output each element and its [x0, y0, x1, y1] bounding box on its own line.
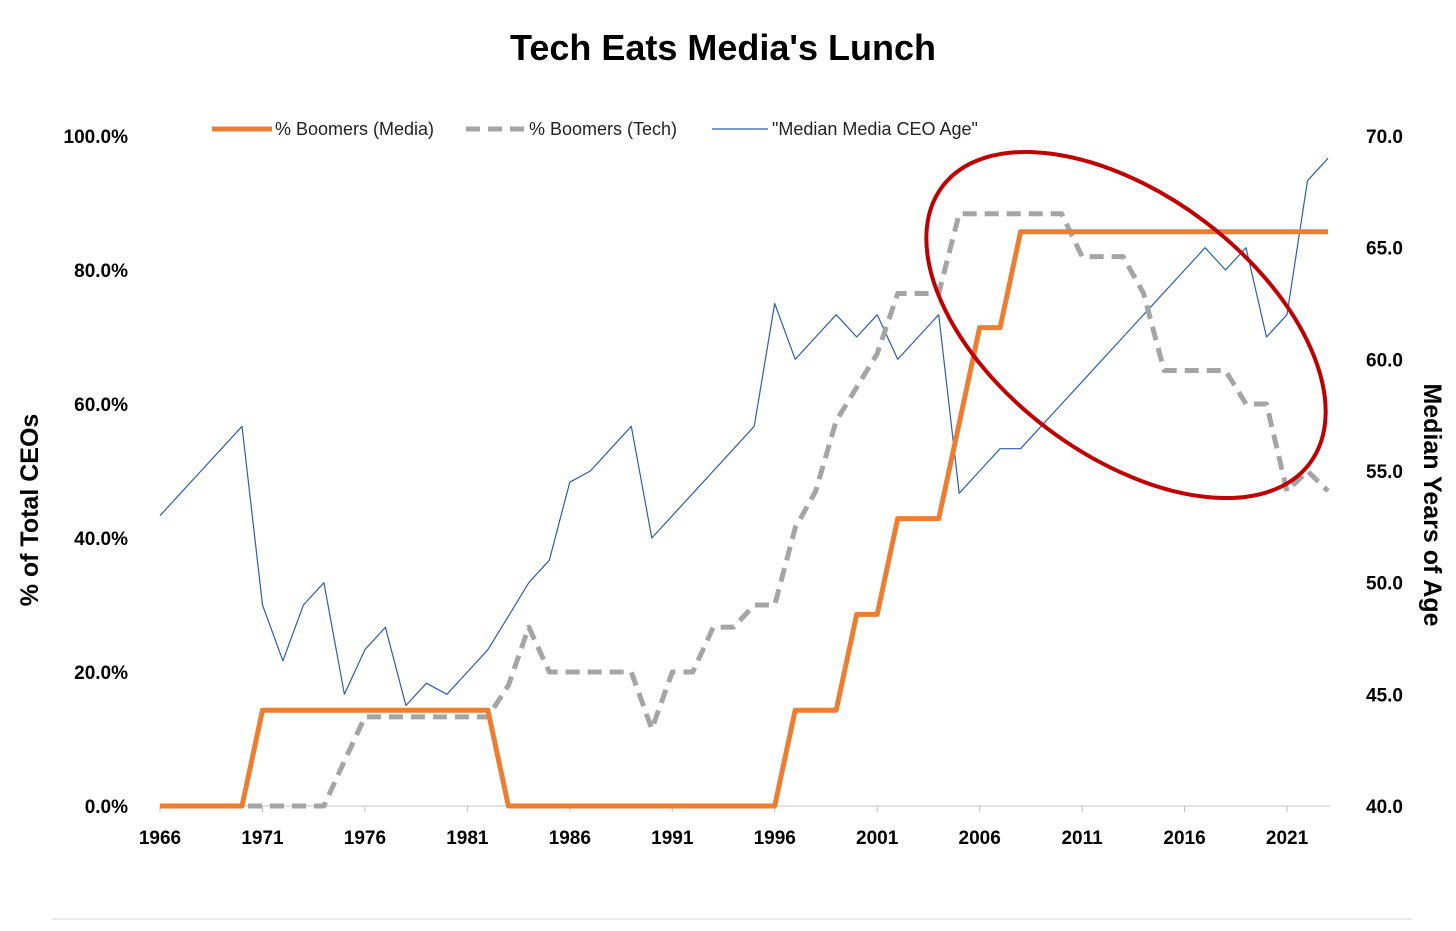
y-right-axis-ticks: 40.0 45.0 50.0 55.0 60.0 65.0 70.0	[1366, 127, 1403, 818]
highlight-ellipse	[924, 149, 1328, 501]
legend-label-age: "Median Media CEO Age"	[772, 119, 978, 139]
legend-label-tech: % Boomers (Tech)	[529, 119, 677, 139]
x-tick-label: 1971	[241, 828, 284, 849]
y-right-tick-label: 65.0	[1366, 239, 1403, 260]
x-tick-label: 2006	[959, 828, 1001, 849]
y-right-tick-label: 40.0	[1366, 797, 1403, 818]
series-line-1	[160, 211, 1330, 809]
y-left-axis-ticks: 0.0% 20.0% 40.0% 60.0% 80.0% 100.0%	[64, 127, 129, 818]
x-axis-ticks: 1966 1971 1976 1981 1986 1991 1996 2001 2006 2011…	[139, 806, 1309, 849]
y-left-tick-label: 40.0%	[74, 529, 128, 550]
x-tick-label: 1986	[549, 828, 591, 849]
x-tick-label: 2016	[1163, 828, 1205, 849]
legend-item-media: % Boomers (Media)	[212, 119, 434, 139]
y-left-tick-label: 100.0%	[64, 127, 129, 148]
x-tick-label: 1981	[446, 828, 489, 849]
x-tick-label: 2021	[1266, 828, 1309, 849]
x-tick-label: 1996	[754, 828, 796, 849]
series-group	[159, 157, 1330, 809]
x-tick-label: 2011	[1061, 828, 1103, 849]
x-tick-label: 1991	[651, 828, 694, 849]
series-line-0	[160, 229, 1328, 809]
y-right-tick-label: 55.0	[1366, 462, 1403, 483]
y-left-tick-label: 80.0%	[74, 261, 128, 282]
legend-item-age: "Median Media CEO Age"	[712, 119, 978, 139]
y-right-tick-label: 50.0	[1366, 574, 1403, 595]
y-right-axis-title: Median Years of Age	[1418, 383, 1446, 626]
series-line-2	[159, 157, 1329, 707]
legend-label-media: % Boomers (Media)	[275, 119, 434, 139]
y-right-tick-label: 70.0	[1366, 127, 1403, 148]
chart-title: Tech Eats Media's Lunch	[510, 27, 936, 68]
y-right-tick-label: 45.0	[1366, 685, 1403, 706]
x-tick-label: 1966	[139, 828, 181, 849]
x-tick-label: 2001	[856, 828, 899, 849]
legend: % Boomers (Media) % Boomers (Tech) "Medi…	[212, 119, 978, 139]
legend-item-tech: % Boomers (Tech)	[466, 119, 677, 139]
y-left-tick-label: 60.0%	[74, 395, 128, 416]
y-left-tick-label: 0.0%	[85, 797, 128, 818]
y-left-axis-title: % of Total CEOs	[16, 414, 44, 607]
y-right-tick-label: 60.0	[1366, 350, 1403, 371]
y-left-tick-label: 20.0%	[74, 663, 128, 684]
x-tick-label: 1976	[344, 828, 386, 849]
